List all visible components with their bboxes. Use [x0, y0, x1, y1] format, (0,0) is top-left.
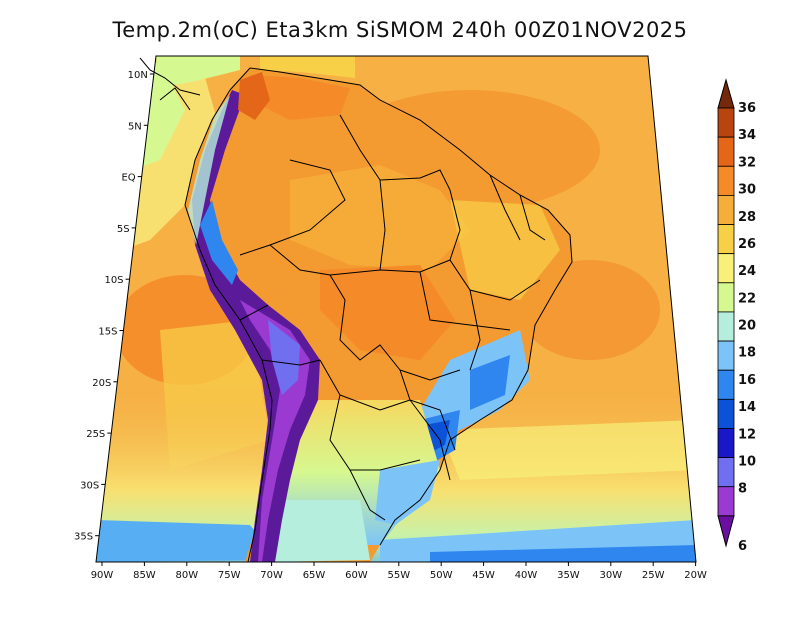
temperature-colorbar: 6 8 10 12 14 16 18 20 22 24 26 28 30 32 34 36	[717, 78, 756, 554]
lon-tick-label: 25W	[642, 570, 665, 581]
colorbar-top-arrow	[717, 78, 735, 109]
colorbar-segment	[717, 486, 735, 517]
lon-tick-label: 75W	[218, 570, 241, 581]
country-borders	[184, 67, 573, 563]
lon-tick-label: 30W	[599, 570, 622, 581]
lon-tick-label: 35W	[557, 570, 580, 581]
colorbar-label: 36	[738, 101, 756, 116]
lat-tick-label: 10S	[104, 275, 123, 286]
lon-tick-label: 40W	[515, 570, 538, 581]
colorbar-label: 32	[738, 155, 756, 170]
latitude-axis: 10N 5N EQ 5S 10S 15S 20S 25S 30S 35S	[74, 70, 154, 543]
lon-tick-label: 50W	[430, 570, 453, 581]
colorbar-segment	[717, 282, 735, 313]
lon-tick-label: 90W	[91, 570, 114, 581]
colorbar-segment	[717, 253, 735, 284]
colorbar-segment	[717, 398, 735, 429]
colorbar-segment	[717, 136, 735, 167]
longitude-axis: 90W 85W 80W 75W 70W 65W 60W 55W 50W 45W 40W 35W 30W 2…	[91, 562, 707, 581]
colorbar-label: 18	[738, 346, 756, 361]
lon-tick-label: 65W	[303, 570, 326, 581]
colorbar-bottom-arrow	[717, 515, 735, 548]
lon-tick-label: 80W	[175, 570, 198, 581]
lon-tick-label: 45W	[472, 570, 495, 581]
lon-tick-label: 20W	[684, 570, 707, 581]
lat-tick-label: EQ	[121, 173, 135, 184]
lat-tick-label: 25S	[86, 429, 105, 440]
lon-tick-label: 70W	[260, 570, 283, 581]
colorbar-segment	[717, 369, 735, 400]
map-title: Temp.2m(oC) Eta3km SiSMOM 240h 00Z01NOV2…	[112, 18, 688, 42]
map-field	[96, 56, 696, 562]
lat-tick-label: 20S	[92, 378, 111, 389]
colorbar-label: 24	[738, 264, 756, 279]
lat-tick-label: 10N	[128, 70, 148, 81]
colorbar-label: 34	[738, 128, 756, 143]
colorbar-label: 12	[738, 427, 756, 442]
lon-tick-label: 60W	[345, 570, 368, 581]
caribbean-coast	[139, 57, 201, 111]
colorbar-label: 6	[738, 539, 747, 554]
lat-tick-label: 35S	[74, 532, 93, 543]
colorbar-segment	[717, 457, 735, 488]
colorbar-label: 28	[738, 210, 756, 225]
colorbar-segment	[717, 428, 735, 459]
lat-tick-label: 30S	[80, 480, 99, 491]
lon-tick-label: 55W	[387, 570, 410, 581]
lat-tick-label: 15S	[98, 327, 117, 338]
colorbar-label: 8	[738, 482, 747, 497]
lat-tick-label: 5S	[117, 224, 130, 235]
colorbar-label: 14	[738, 400, 756, 415]
colorbar-segment	[717, 165, 735, 196]
colorbar-label: 30	[738, 183, 756, 198]
colorbar-segment	[717, 107, 735, 138]
colorbar-segment	[717, 194, 735, 225]
colorbar-label: 16	[738, 373, 756, 388]
lon-tick-label: 85W	[133, 570, 156, 581]
lat-tick-label: 5N	[128, 121, 142, 132]
colorbar-label: 20	[738, 319, 756, 334]
colorbar-segment	[717, 311, 735, 342]
colorbar-segment	[717, 224, 735, 255]
colorbar-segment	[717, 340, 735, 371]
colorbar-label: 26	[738, 237, 756, 252]
colorbar-label: 10	[738, 454, 756, 469]
colorbar-label: 22	[738, 291, 756, 306]
